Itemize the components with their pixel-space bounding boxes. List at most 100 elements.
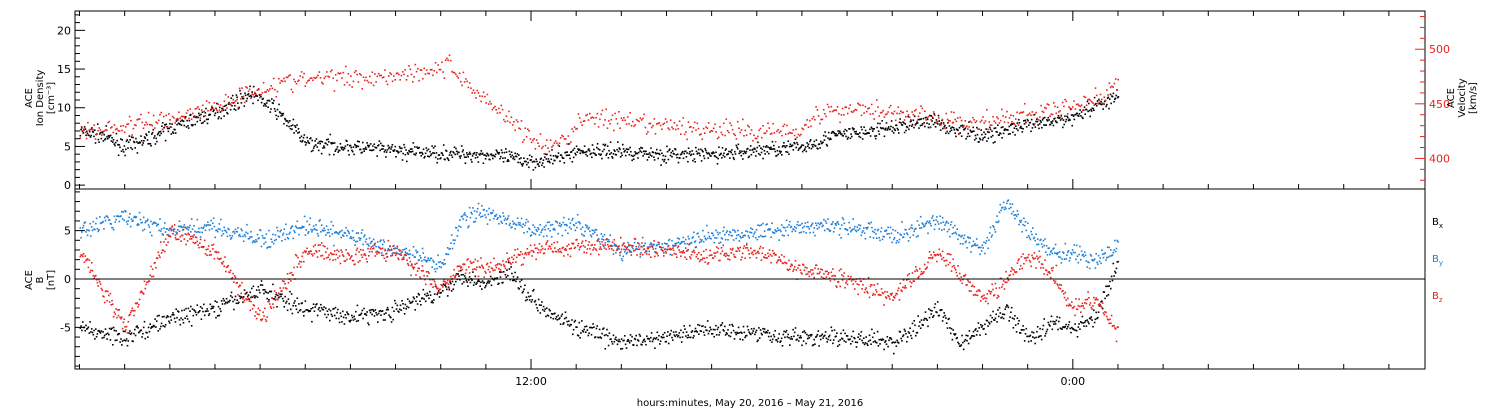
data-point	[199, 236, 202, 238]
data-point	[350, 75, 352, 77]
data-point	[270, 108, 272, 110]
data-point	[863, 126, 865, 128]
data-point	[1033, 236, 1036, 239]
data-point	[246, 295, 249, 298]
data-point	[502, 271, 505, 273]
data-point	[285, 76, 288, 79]
data-point	[535, 139, 538, 141]
data-point	[712, 127, 715, 130]
data-point	[186, 119, 188, 122]
data-point	[815, 222, 817, 224]
data-point	[518, 158, 521, 160]
data-point	[979, 334, 981, 336]
data-point	[574, 229, 577, 232]
data-point	[744, 234, 746, 237]
data-point	[216, 257, 219, 260]
data-point	[895, 124, 898, 126]
data-point	[427, 155, 429, 157]
data-point	[928, 220, 931, 222]
data-point	[317, 235, 320, 237]
data-point	[525, 160, 527, 163]
data-point	[1083, 325, 1085, 327]
data-point	[497, 153, 500, 155]
data-point	[701, 149, 704, 152]
data-point	[986, 319, 989, 322]
data-point	[543, 226, 546, 228]
data-point	[178, 319, 181, 321]
data-point	[187, 125, 189, 127]
data-point	[496, 277, 498, 279]
data-point	[393, 310, 395, 312]
data-point	[447, 253, 450, 256]
data-point	[990, 320, 993, 323]
data-point	[716, 231, 719, 234]
data-point	[893, 128, 896, 130]
series-By	[79, 199, 1119, 273]
data-point	[203, 314, 206, 317]
data-point	[581, 329, 584, 332]
data-point	[1084, 96, 1087, 99]
data-point	[672, 128, 674, 130]
data-point	[108, 219, 111, 221]
data-point	[84, 329, 86, 332]
data-point	[92, 274, 95, 277]
data-point	[1048, 119, 1050, 121]
data-point	[1001, 316, 1003, 319]
data-point	[404, 303, 407, 306]
data-point	[704, 132, 706, 134]
data-point	[1041, 119, 1044, 121]
data-point	[824, 220, 827, 222]
data-point	[528, 130, 530, 132]
data-point	[912, 119, 915, 121]
data-point	[140, 113, 142, 116]
data-point	[989, 128, 992, 131]
data-point	[491, 154, 493, 157]
data-point	[288, 125, 290, 128]
data-point	[389, 151, 391, 153]
data-point	[663, 122, 666, 125]
data-point	[659, 340, 662, 342]
data-point	[169, 236, 172, 238]
data-point	[224, 109, 227, 111]
data-point	[708, 330, 711, 332]
data-point	[213, 311, 216, 313]
data-point	[489, 158, 491, 161]
data-point	[568, 143, 571, 145]
data-point	[610, 152, 613, 154]
data-point	[207, 314, 210, 317]
data-point	[558, 318, 560, 320]
data-point	[936, 301, 939, 303]
data-point	[207, 248, 209, 250]
data-point	[613, 341, 616, 343]
data-point	[744, 152, 747, 155]
data-point	[186, 315, 188, 317]
data-point	[337, 151, 339, 153]
data-point	[466, 154, 469, 156]
data-point	[502, 161, 505, 163]
data-point	[901, 111, 903, 114]
data-point	[767, 329, 769, 332]
data-point	[369, 149, 371, 151]
data-point	[342, 316, 345, 319]
data-point	[459, 157, 462, 159]
data-point	[1023, 123, 1026, 125]
data-point	[758, 224, 761, 227]
data-point	[591, 156, 593, 159]
data-point	[205, 118, 208, 121]
data-point	[546, 139, 548, 141]
data-point	[385, 151, 388, 153]
data-point	[390, 321, 393, 323]
data-point	[1103, 96, 1106, 98]
data-point	[672, 339, 674, 341]
data-point	[666, 243, 668, 245]
data-point	[1030, 130, 1032, 133]
data-point	[1090, 100, 1093, 103]
data-point	[327, 313, 329, 316]
data-point	[188, 119, 191, 122]
data-point	[124, 330, 126, 333]
data-point	[927, 325, 929, 328]
data-point	[937, 114, 940, 117]
data-point	[622, 143, 624, 146]
data-point	[209, 224, 212, 226]
data-point	[329, 309, 332, 312]
